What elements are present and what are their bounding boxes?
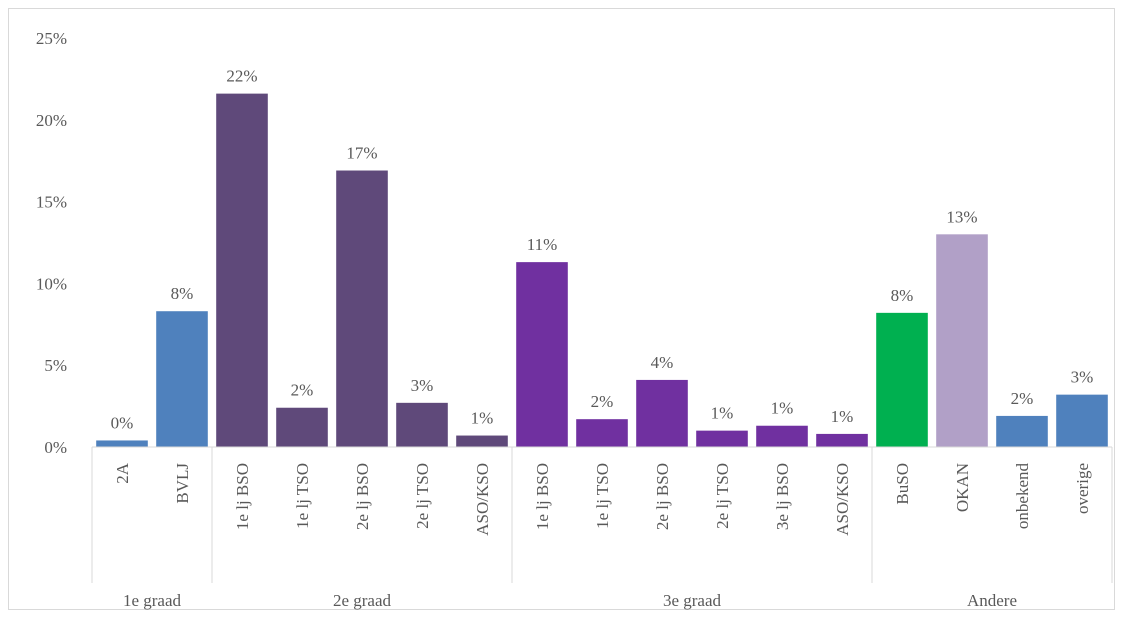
bar — [636, 379, 688, 447]
category-label: 1e lj BSO — [533, 463, 552, 530]
data-label: 22% — [226, 67, 257, 86]
data-label: 13% — [946, 207, 977, 226]
y-tick-label: 25% — [36, 29, 67, 48]
category-label: ASO/KSO — [473, 463, 492, 536]
category-label: 1e lj TSO — [593, 463, 612, 529]
data-label: 3% — [411, 376, 434, 395]
data-label: 4% — [651, 353, 674, 372]
category-label: 1e lj TSO — [293, 463, 312, 529]
bar — [216, 93, 268, 448]
bar — [876, 312, 928, 447]
category-label: 2e lj TSO — [713, 463, 732, 529]
data-label: 8% — [891, 286, 914, 305]
data-label: 1% — [711, 404, 734, 423]
bar — [1056, 394, 1108, 447]
category-label: ASO/KSO — [833, 463, 852, 536]
category-label: overige — [1073, 463, 1092, 514]
data-label: 1% — [471, 409, 494, 428]
group-label: Andere — [967, 591, 1017, 610]
data-label: 11% — [527, 235, 558, 254]
bar — [456, 435, 508, 447]
data-label: 3% — [1071, 368, 1094, 387]
data-label: 0% — [111, 413, 134, 432]
bar — [276, 407, 328, 447]
bar — [816, 433, 868, 447]
bar — [936, 234, 988, 447]
group-label: 2e graad — [333, 591, 392, 610]
category-label: onbekend — [1013, 463, 1032, 530]
data-label: 8% — [171, 284, 194, 303]
y-tick-label: 5% — [44, 356, 67, 375]
bar — [336, 170, 388, 448]
data-label: 2% — [1011, 389, 1034, 408]
bar — [516, 262, 568, 447]
category-label: BVLJ — [173, 463, 192, 504]
category-label: 3e lj BSO — [773, 463, 792, 530]
bar — [96, 440, 148, 447]
category-label: 2e lj BSO — [353, 463, 372, 530]
data-label: 1% — [831, 407, 854, 426]
category-label: 1e lj BSO — [233, 463, 252, 530]
y-tick-label: 20% — [36, 111, 67, 130]
data-label: 2% — [291, 381, 314, 400]
group-label: 3e graad — [663, 591, 722, 610]
group-label: 1e graad — [123, 591, 182, 610]
y-tick-label: 10% — [36, 274, 67, 293]
data-label: 2% — [591, 392, 614, 411]
bar — [396, 402, 448, 447]
category-label: 2A — [113, 462, 132, 484]
bar — [156, 311, 208, 447]
bar — [756, 425, 808, 447]
category-label: OKAN — [953, 463, 972, 512]
y-tick-label: 15% — [36, 193, 67, 212]
bar — [696, 430, 748, 447]
data-label: 17% — [346, 144, 377, 163]
bar — [576, 419, 628, 447]
category-label: 2e lj TSO — [413, 463, 432, 529]
category-label: 2e lj BSO — [653, 463, 672, 530]
bar — [996, 415, 1048, 447]
data-label: 1% — [771, 399, 794, 418]
category-label: BuSO — [893, 463, 912, 505]
y-tick-label: 0% — [44, 438, 67, 457]
